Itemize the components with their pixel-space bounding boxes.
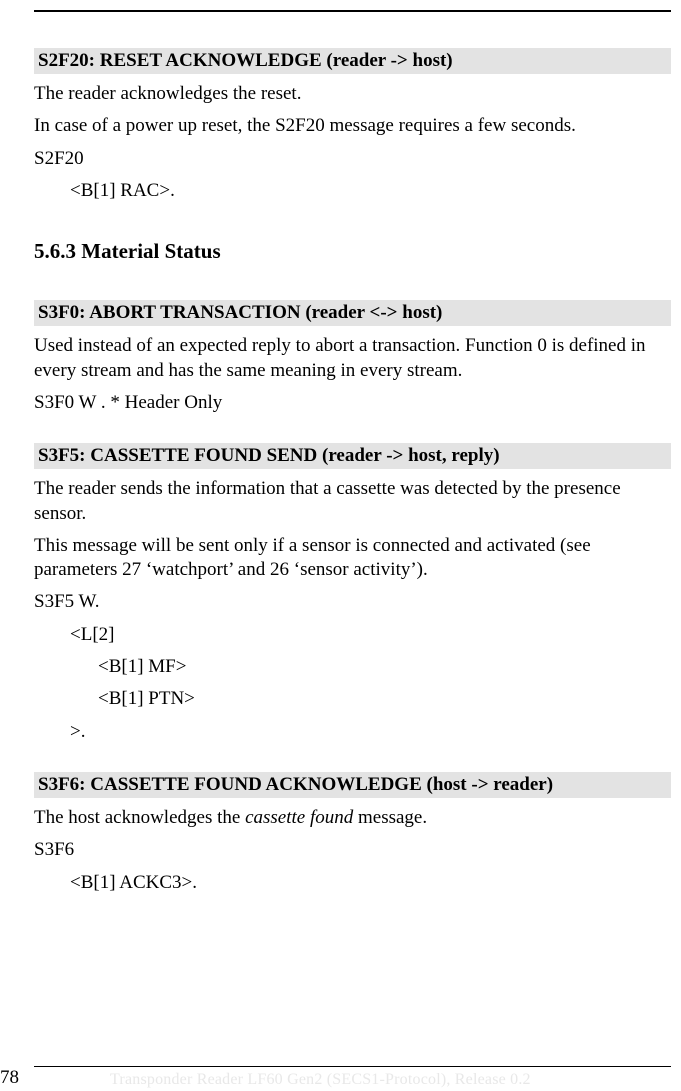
paragraph: In case of a power up reset, the S2F20 m… <box>34 114 671 138</box>
paragraph: This message will be sent only if a sens… <box>34 534 671 583</box>
section-heading-s3f5: S3F5: CASSETTE FOUND SEND (reader -> hos… <box>34 443 671 469</box>
code-line: <L[2] <box>34 623 671 647</box>
page-number: 78 <box>0 1067 19 1089</box>
code-line: >. <box>34 720 671 744</box>
text-fragment-italic: cassette found <box>245 807 353 828</box>
paragraph: The reader acknowledges the reset. <box>34 82 671 106</box>
paragraph: The reader sends the information that a … <box>34 477 671 526</box>
code-line: S2F20 <box>34 147 671 171</box>
code-line: <B[1] RAC>. <box>34 179 671 203</box>
code-line: <B[1] ACKC3>. <box>34 871 671 895</box>
text-fragment: The host acknowledges the <box>34 807 245 828</box>
code-line: <B[1] PTN> <box>34 687 671 711</box>
code-line: <B[1] MF> <box>34 655 671 679</box>
code-line: S3F6 <box>34 838 671 862</box>
paragraph: Used instead of an expected reply to abo… <box>34 334 671 383</box>
spacer <box>34 423 671 443</box>
spacer <box>34 211 671 239</box>
paragraph: The host acknowledges the cassette found… <box>34 806 671 830</box>
text-fragment: message. <box>353 807 427 828</box>
spacer <box>34 272 671 300</box>
top-rule <box>34 10 671 12</box>
subsection-title: 5.6.3 Material Status <box>34 239 671 264</box>
spacer <box>34 752 671 772</box>
footer-text: Transponder Reader LF60 Gen2 (SECS1-Prot… <box>110 1071 531 1089</box>
page-content: S2F20: RESET ACKNOWLEDGE (reader -> host… <box>34 48 671 903</box>
code-line: S3F5 W. <box>34 590 671 614</box>
code-line: S3F0 W . * Header Only <box>34 391 671 415</box>
section-heading-s2f20: S2F20: RESET ACKNOWLEDGE (reader -> host… <box>34 48 671 74</box>
footer-rule <box>34 1066 671 1067</box>
section-heading-s3f6: S3F6: CASSETTE FOUND ACKNOWLEDGE (host -… <box>34 772 671 798</box>
section-heading-s3f0: S3F0: ABORT TRANSACTION (reader <-> host… <box>34 300 671 326</box>
